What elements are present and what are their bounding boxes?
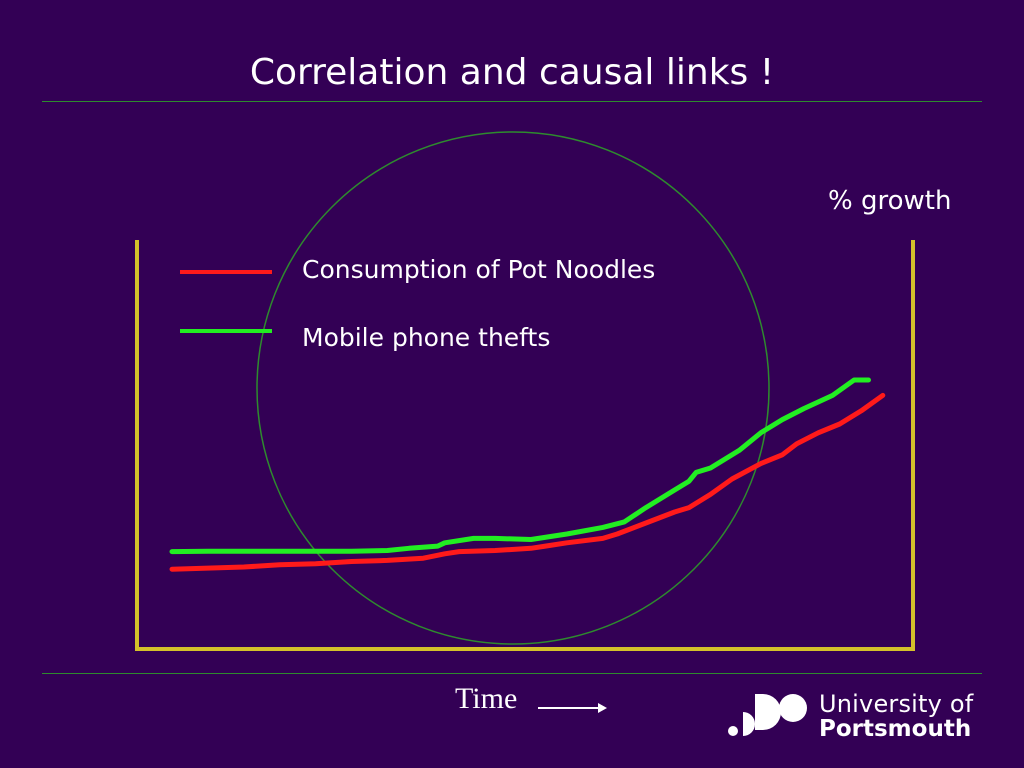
university-logo: University of Portsmouth <box>727 688 987 744</box>
y-axis-label: % growth <box>828 186 952 216</box>
logo-text-portsmouth: Portsmouth <box>819 716 972 742</box>
series-line-phone-thefts <box>169 377 871 555</box>
x-axis-label: Time <box>455 682 518 715</box>
logo-text-university-of: University of <box>819 690 974 718</box>
legend-label-phone-thefts: Mobile phone thefts <box>302 323 551 352</box>
time-arrow-head-icon <box>598 703 607 713</box>
top-divider <box>42 101 982 102</box>
legend-label-pot-noodles: Consumption of Pot Noodles <box>302 255 656 284</box>
highlight-circle <box>256 131 770 645</box>
series-line-pot-noodles <box>169 392 886 572</box>
portsmouth-dots-logo-icon <box>728 694 807 736</box>
bottom-divider <box>42 673 982 674</box>
slide-title: Correlation and causal links ! <box>249 52 775 93</box>
